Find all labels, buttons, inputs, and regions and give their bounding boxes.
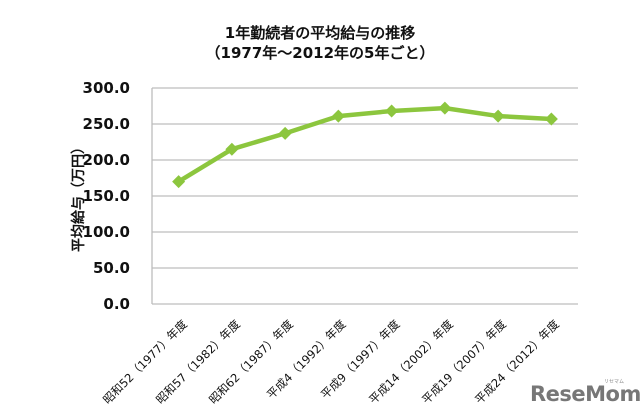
chart-subtitle: （1977年～2012年の5年ごと） [205,44,435,62]
series-line [177,105,552,184]
y-tick-label: 150.0 [82,187,130,205]
y-tick-label: 50.0 [92,259,130,277]
diamond-marker [225,142,239,156]
resemom-logo-kana: リセマム [604,379,625,385]
y-tick-label: 300.0 [82,79,130,97]
resemom-logo: ReseMom [530,382,640,406]
diamond-marker [438,101,452,115]
y-tick-label: 0.0 [103,295,130,313]
diamond-marker [544,112,558,126]
diamond-marker [331,109,345,123]
y-tick-label: 200.0 [82,151,130,169]
diamond-marker [491,109,505,123]
diamond-marker [385,104,399,118]
diamond-marker [172,175,186,189]
chart-title: 1年勤続者の平均給与の推移 [224,24,416,42]
diamond-marker [278,126,292,140]
y-tick-label: 250.0 [82,115,130,133]
y-tick-label: 100.0 [82,223,130,241]
